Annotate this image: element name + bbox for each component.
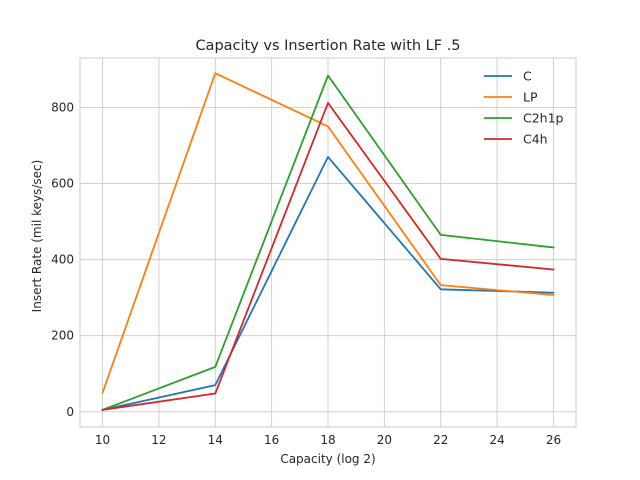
- y-tick-label: 400: [51, 253, 74, 267]
- x-tick-label: 10: [95, 433, 110, 447]
- legend: C LP C2h1p C4h: [484, 69, 564, 147]
- legend-label: LP: [523, 90, 538, 105]
- series-line-lp: [101, 72, 555, 394]
- legend-label: C: [523, 69, 532, 84]
- x-tick-label: 20: [377, 433, 392, 447]
- y-tick-label: 600: [51, 177, 74, 191]
- y-axis-label: Insert Rate (mil keys/sec): [30, 160, 44, 313]
- x-axis-ticks: 10 12 14 16 18 20 22 24 26: [95, 433, 561, 447]
- x-tick-label: 18: [320, 433, 335, 447]
- series-lines: [101, 72, 555, 412]
- x-tick-label: 16: [264, 433, 279, 447]
- series-line-c: [101, 156, 555, 411]
- grid: [80, 58, 576, 427]
- legend-label: C2h1p: [523, 111, 564, 126]
- x-axis-label: Capacity (log 2): [280, 452, 375, 466]
- chart-title: Capacity vs Insertion Rate with LF .5: [195, 38, 460, 54]
- x-tick-label: 22: [433, 433, 448, 447]
- series-line-c4h: [101, 101, 555, 411]
- legend-label: C4h: [523, 132, 548, 147]
- x-tick-label: 26: [546, 433, 561, 447]
- y-tick-label: 800: [51, 100, 74, 114]
- x-tick-label: 24: [489, 433, 504, 447]
- series-line-c2h1p: [101, 74, 555, 412]
- y-tick-label: 200: [51, 329, 74, 343]
- plot-frame: [79, 57, 577, 428]
- x-tick-label: 14: [208, 433, 223, 447]
- y-tick-label: 0: [66, 405, 74, 419]
- x-tick-label: 12: [151, 433, 166, 447]
- y-axis-ticks: 0 200 400 600 800: [51, 100, 74, 418]
